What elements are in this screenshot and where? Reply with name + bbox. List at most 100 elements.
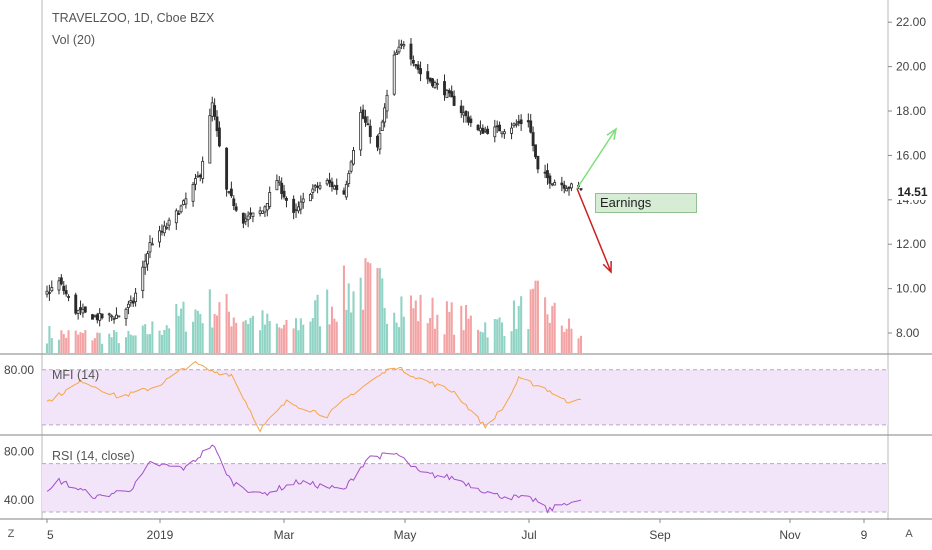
time-tick-label: May xyxy=(394,528,417,542)
candle-body xyxy=(143,260,147,268)
candle-body xyxy=(467,116,470,123)
candle-body xyxy=(282,190,286,198)
volume-bar xyxy=(65,337,68,353)
candle-body xyxy=(227,191,231,193)
volume-bar xyxy=(476,329,480,353)
candle-body xyxy=(376,135,379,148)
bearish-arrow xyxy=(576,188,612,273)
volume-bar xyxy=(544,297,547,353)
candle-body xyxy=(352,150,355,165)
volume-bar xyxy=(263,324,266,353)
time-tick-label: Sep xyxy=(649,528,671,542)
volume-bar xyxy=(498,317,501,353)
candle-body xyxy=(342,190,346,195)
candle-body xyxy=(519,119,523,125)
candle-body xyxy=(146,253,150,265)
volume-bar xyxy=(534,280,537,353)
candle-body xyxy=(81,309,85,314)
candle-body xyxy=(265,203,269,211)
volume-bar xyxy=(146,334,149,353)
volume-bar xyxy=(196,310,199,353)
time-tick-label: Nov xyxy=(779,528,800,542)
candle-body xyxy=(268,192,272,207)
volume-bar xyxy=(227,311,231,353)
candle-body xyxy=(280,182,284,195)
volume-bar xyxy=(493,319,496,353)
candle-body xyxy=(308,194,312,202)
candle-body xyxy=(553,182,557,186)
rsi-legend[interactable]: RSI (14, close) xyxy=(52,449,135,463)
symbol-legend[interactable]: TRAVELZOO, 1D, Cboe BZX xyxy=(52,11,215,25)
volume-bar xyxy=(414,300,417,353)
volume-bar xyxy=(560,325,563,353)
candle-body xyxy=(569,183,573,189)
volume-bar xyxy=(515,328,518,353)
earnings-annotation[interactable]: Earnings xyxy=(595,193,697,213)
volume-bar xyxy=(419,294,422,353)
volume-bar xyxy=(453,334,456,353)
volume-bar xyxy=(433,328,436,353)
volume-bar xyxy=(45,343,49,353)
candle-body xyxy=(459,105,463,114)
volume-bar xyxy=(280,328,283,353)
mfi-line xyxy=(46,360,582,433)
candle-body xyxy=(349,161,353,172)
volume-bar xyxy=(127,330,130,353)
candle-body xyxy=(378,133,382,150)
indicator-band xyxy=(42,369,888,425)
zoom-reset-button[interactable]: Z xyxy=(7,528,15,540)
candle-body xyxy=(402,44,406,47)
candle-body xyxy=(534,144,537,158)
volume-bar xyxy=(242,321,245,353)
candle-body xyxy=(100,313,104,319)
candle-body xyxy=(126,303,130,308)
candle-body xyxy=(148,242,152,253)
volume-bar xyxy=(48,325,51,353)
candle-body xyxy=(445,89,449,99)
candle-body xyxy=(213,105,217,117)
volume-bar xyxy=(546,314,549,353)
volume-bar xyxy=(163,329,166,353)
candle-body xyxy=(294,208,298,211)
volume-bar xyxy=(570,328,573,353)
volume-bar xyxy=(314,300,317,353)
candle-body xyxy=(93,315,97,318)
candle-body xyxy=(546,170,549,179)
candle-body xyxy=(414,64,418,67)
candle-body xyxy=(112,317,116,320)
volume-bar xyxy=(285,319,288,353)
volume-bar xyxy=(462,330,465,353)
candle-body xyxy=(560,182,564,186)
volume-bar xyxy=(182,301,185,353)
auto-scale-button[interactable]: A xyxy=(905,528,913,540)
volume-bar xyxy=(251,315,254,353)
forecast-arrows xyxy=(576,127,618,274)
rsi-line xyxy=(46,444,582,514)
candle-body xyxy=(486,128,490,134)
candle-body xyxy=(91,314,94,320)
candle-body xyxy=(536,155,540,170)
volume-bar xyxy=(347,283,350,353)
candle-body xyxy=(64,290,68,295)
candle-body xyxy=(246,215,250,221)
candle-body xyxy=(526,120,530,123)
candle-body xyxy=(562,184,566,189)
volume-bar xyxy=(213,313,216,353)
candle-body xyxy=(50,287,54,292)
candle-body xyxy=(325,180,329,185)
volume-legend[interactable]: Vol (20) xyxy=(52,33,96,47)
volume-bar xyxy=(77,334,80,353)
volume-bar xyxy=(79,332,82,353)
volume-bar xyxy=(309,321,312,353)
volume-bar xyxy=(395,322,398,353)
volume-bar xyxy=(261,310,264,353)
volume-bar xyxy=(362,309,365,353)
volume-bar xyxy=(50,338,53,353)
volume-bar xyxy=(165,325,168,353)
candle-body xyxy=(452,95,456,106)
volume-bar xyxy=(60,330,63,353)
mfi-legend[interactable]: MFI (14) xyxy=(52,368,100,382)
volume-bar xyxy=(74,330,77,353)
candle-body xyxy=(347,173,351,184)
